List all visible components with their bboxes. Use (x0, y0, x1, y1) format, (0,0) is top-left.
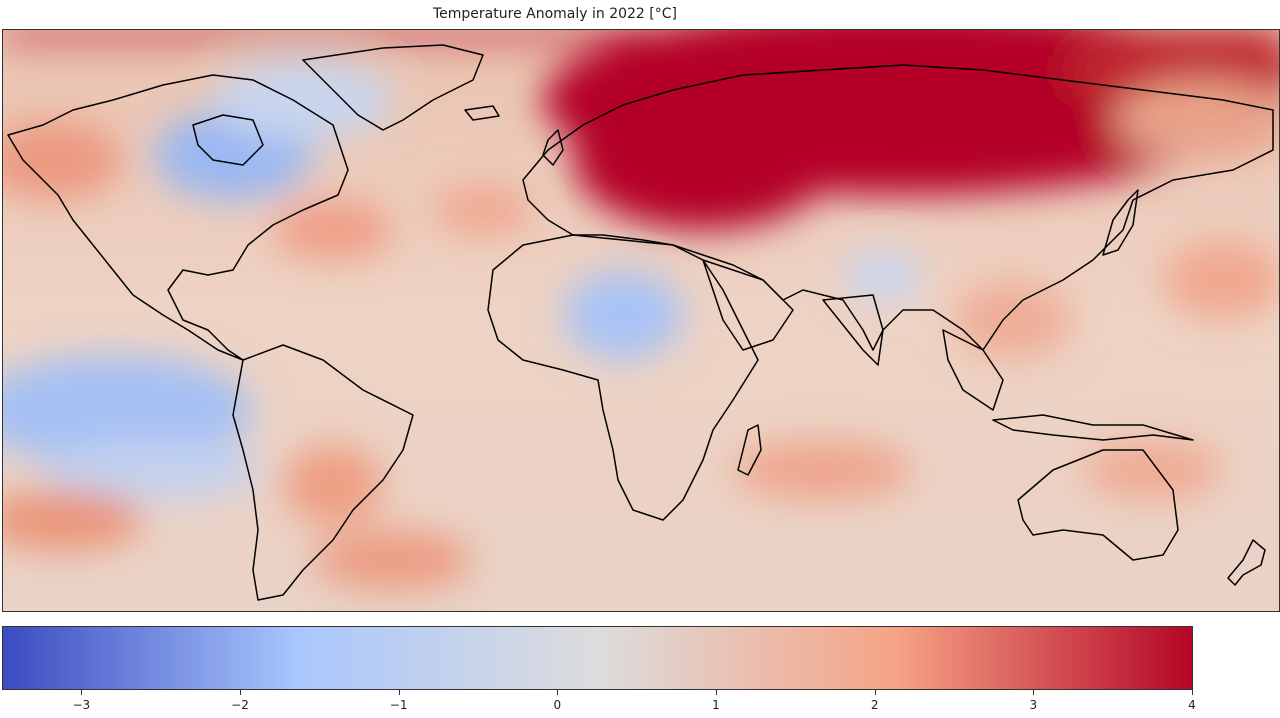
tick-mark (81, 690, 83, 695)
tick-label: 4 (1188, 698, 1196, 712)
tick-mark (557, 690, 559, 695)
tick-mark (1192, 690, 1193, 695)
tick-label: −2 (231, 698, 249, 712)
tick-mark (1033, 690, 1035, 695)
coastlines (7, 44, 1274, 601)
tick-label: 0 (553, 698, 562, 712)
south-america-outline (232, 344, 414, 601)
tick-mark (398, 690, 400, 695)
iceland-outline (464, 105, 500, 121)
temperature-anomaly-map (2, 29, 1280, 612)
tick-label: −3 (72, 698, 91, 712)
colorbar-gradient (3, 627, 1192, 689)
tick-mark (716, 690, 717, 695)
tick-mark (240, 690, 241, 695)
japan-outline (1102, 189, 1139, 256)
colorbar-ticks: −3 −2 −1 0 1 2 3 4 (0, 690, 1280, 718)
southeast-asia-outline (942, 329, 1004, 411)
map-svg (3, 30, 1279, 611)
australia-outline (1017, 449, 1179, 561)
indonesia-outline (992, 414, 1194, 441)
madagascar-outline (737, 424, 762, 476)
tick-mark (874, 690, 876, 695)
tick-label: 3 (1029, 698, 1038, 712)
india-outline (822, 294, 884, 366)
tick-label: −1 (389, 698, 408, 712)
colorbar (2, 626, 1193, 690)
hudson-bay-outline (192, 114, 264, 166)
arabia-outline (702, 259, 794, 351)
tick-label: 1 (712, 698, 720, 712)
eurasia-outline (522, 64, 1274, 351)
greenland-outline (302, 44, 484, 131)
north-america-outline (7, 74, 349, 361)
new-zealand-outline (1227, 539, 1266, 586)
tick-label: 2 (870, 698, 879, 712)
chart-title: Temperature Anomaly in 2022 [°C] (433, 6, 677, 22)
anomaly-field (3, 30, 1279, 590)
uk-outline (542, 129, 564, 166)
